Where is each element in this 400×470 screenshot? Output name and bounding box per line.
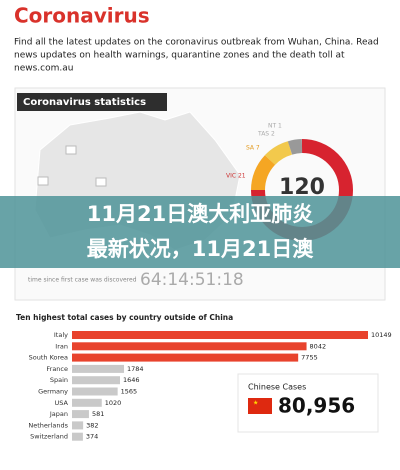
category-label: USA: [55, 399, 69, 407]
banner-line: 最新状况，11月21日澳: [87, 237, 314, 261]
donut-segment: [264, 141, 293, 166]
banner: [0, 196, 400, 268]
bar: [72, 342, 307, 351]
site-title: Coronavirus: [14, 4, 150, 28]
bar: [72, 421, 84, 430]
bar: [72, 398, 102, 407]
value-label: 1565: [121, 388, 138, 396]
value-label: 8042: [310, 342, 327, 350]
bar: [72, 353, 299, 362]
stats-title: Coronavirus statistics: [23, 97, 146, 108]
intro-line: news updates on health warnings, quarant…: [14, 51, 345, 61]
value-label: 374: [86, 433, 98, 441]
map-marker: [65, 145, 77, 155]
category-label: Spain: [50, 376, 68, 384]
category-label: Switzerland: [30, 433, 68, 441]
state-label: NT 1: [268, 123, 282, 130]
value-label: 1020: [105, 399, 122, 407]
china-flag: [248, 398, 272, 414]
bar: [72, 410, 89, 419]
donut-segment: [287, 139, 303, 155]
bar-chart: Italy 10149 Iran 8042 South Korea 7755 France 1…: [28, 331, 392, 441]
timer: 64:14:51:18: [140, 270, 244, 290]
category-label: Iran: [55, 342, 68, 350]
flag-star: ★: [253, 400, 258, 407]
category-label: South Korea: [29, 354, 68, 362]
value-label: 581: [92, 410, 104, 418]
state-label: TAS 2: [257, 131, 275, 138]
value-label: 382: [86, 421, 98, 429]
china-count: 80,956: [278, 394, 355, 418]
value-label: 1784: [127, 365, 144, 373]
category-label: Netherlands: [28, 421, 68, 429]
value-label: 1646: [123, 376, 140, 384]
donut-segment: [251, 155, 276, 191]
bar: [72, 364, 125, 373]
bar: [72, 331, 368, 339]
value-label: 7755: [301, 354, 318, 362]
state-label: VIC 21: [226, 173, 246, 180]
category-label: Italy: [54, 331, 68, 339]
map-marker: [95, 177, 107, 187]
intro-line: news.com.au: [14, 64, 73, 74]
bar: [72, 432, 83, 441]
category-label: France: [46, 365, 68, 373]
china-title: Chinese Cases: [248, 383, 306, 392]
stats-header: [17, 93, 167, 111]
state-label: SA 7: [246, 145, 260, 152]
intro-line: Find all the latest updates on the coron…: [14, 38, 379, 48]
value-label: 10149: [371, 331, 392, 339]
map-marker: [37, 176, 49, 186]
bar: [72, 387, 118, 396]
chart-title: Ten highest total cases by country outsi…: [16, 313, 233, 322]
timer-caption: time since first case was discovered: [28, 277, 137, 284]
total-cases: 120: [279, 175, 325, 200]
category-label: Japan: [49, 410, 68, 418]
banner-line: 11月21日澳大利亚肺炎: [87, 202, 313, 226]
bar: [72, 376, 121, 385]
category-label: Germany: [38, 388, 68, 396]
